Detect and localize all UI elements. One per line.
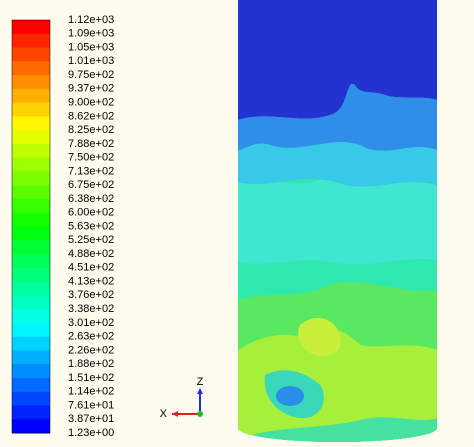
colorbar-label: 1.23e+00	[68, 427, 114, 439]
axes-triad: Z X	[160, 376, 204, 420]
colorbar-band	[12, 254, 50, 269]
colorbar-label: 1.09e+03	[68, 28, 114, 40]
colorbar-band	[12, 377, 50, 393]
colorbar-band	[12, 143, 50, 159]
colorbar-band	[12, 157, 50, 172]
colorbar-label: 4.88e+02	[68, 248, 114, 260]
colorbar-frame	[11, 19, 51, 434]
colorbar-label: 6.00e+02	[68, 207, 114, 219]
colorbar-band	[12, 75, 50, 90]
colorbar-band	[12, 240, 50, 255]
x-arrow	[172, 411, 178, 417]
colorbar-band	[12, 212, 50, 227]
axis-label: X	[160, 408, 168, 420]
colorbar-label: 1.05e+03	[68, 41, 114, 53]
colorbar-label: 2.26e+02	[68, 344, 114, 356]
colorbar-label: 9.37e+02	[68, 83, 114, 95]
colorbar-band	[12, 295, 50, 310]
colorbar-label: 1.51e+02	[68, 372, 114, 384]
colorbar-band	[12, 198, 50, 214]
colorbar-label: 7.50e+02	[68, 152, 114, 164]
colorbar-band	[12, 88, 50, 104]
colorbar-band	[12, 47, 50, 62]
colorbar-band	[12, 322, 50, 338]
colorbar-band	[12, 391, 50, 406]
colorbar-label: 9.00e+02	[68, 97, 114, 109]
colorbar-band	[12, 20, 50, 35]
colorbar-label: 5.25e+02	[68, 234, 114, 246]
z-arrow	[197, 388, 203, 394]
colorbar-label: 8.62e+02	[68, 110, 114, 122]
colorbar-label: 1.12e+03	[68, 14, 114, 26]
colorbar-band	[12, 185, 50, 200]
colorbar-label: 4.13e+02	[68, 275, 114, 287]
colorbar-label: 3.87e+01	[68, 413, 114, 425]
cylinder-contour	[238, 0, 437, 443]
colorbar-band	[12, 350, 50, 365]
colorbar-label: 6.38e+02	[68, 193, 114, 205]
colorbar-label: 7.61e+01	[68, 399, 114, 411]
colorbar-label: 1.14e+02	[68, 386, 114, 398]
colorbar-band	[12, 419, 50, 434]
colorbar-band	[12, 309, 50, 324]
colorbar-band	[12, 267, 50, 283]
axis-label: Z	[197, 376, 204, 388]
colorbar-band	[12, 130, 50, 145]
colorbar-label: 3.01e+02	[68, 317, 114, 329]
colorbar-label: 7.88e+02	[68, 138, 114, 150]
colorbar-label: 1.88e+02	[68, 358, 114, 370]
colorbar-label: 8.25e+02	[68, 124, 114, 136]
colorbar-band	[12, 226, 50, 241]
colorbar-label: 9.75e+02	[68, 69, 114, 81]
colorbar-label: 5.63e+02	[68, 220, 114, 232]
colorbar-label: 3.38e+02	[68, 303, 114, 315]
colorbar-band	[12, 336, 50, 351]
colorbar-band	[12, 61, 50, 76]
colorbar-band	[12, 405, 50, 420]
colorbar-label: 1.01e+03	[68, 55, 114, 67]
colorbar-band	[12, 171, 50, 186]
colorbar-band	[12, 364, 50, 379]
colorbar-band	[12, 116, 50, 131]
colorbar-label: 2.63e+02	[68, 331, 114, 343]
colorbar-band	[12, 102, 50, 117]
colorbar-label: 4.51e+02	[68, 262, 114, 274]
colorbar-label: 7.13e+02	[68, 165, 114, 177]
origin	[197, 411, 203, 417]
colorbar-band	[12, 33, 50, 49]
colorbar-band	[12, 281, 50, 296]
colorbar-label: 3.76e+02	[68, 289, 114, 301]
colorbar-label: 6.75e+02	[68, 179, 114, 191]
